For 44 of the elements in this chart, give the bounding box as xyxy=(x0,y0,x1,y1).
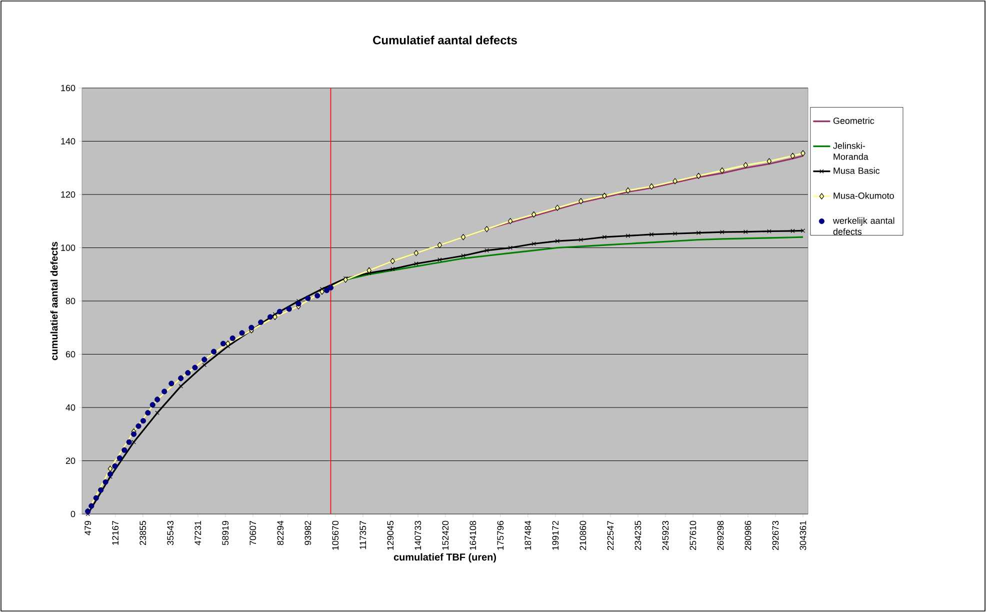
x-tick-label: 304361 xyxy=(800,520,806,550)
y-tick-label: 40 xyxy=(66,404,76,411)
legend-label: Jelinski-Moranda xyxy=(833,142,868,160)
y-tick-label: 0 xyxy=(70,510,76,518)
x-tick-label: 140733 xyxy=(414,520,422,550)
x-tick-label: 35543 xyxy=(167,520,174,546)
y-tick-label: 60 xyxy=(66,351,76,358)
x-tick-label: 269298 xyxy=(717,520,724,550)
x-tick-label: 23855 xyxy=(140,520,146,545)
x-tick-label: 164108 xyxy=(470,520,476,550)
x-tick-label: 70607 xyxy=(250,520,256,545)
x-tick-label: 93982 xyxy=(304,520,312,546)
x-tick-label: 234235 xyxy=(634,520,642,550)
legend-label: werkelijk aantal defects xyxy=(832,217,894,235)
x-tick-label: 245923 xyxy=(662,520,669,550)
x-tick-label: 257610 xyxy=(690,520,696,550)
y-tick-label: 100 xyxy=(61,244,76,251)
x-tick-label: 187484 xyxy=(524,520,532,550)
x-tick-label: 222547 xyxy=(607,520,614,550)
y-tick-label: 120 xyxy=(61,191,76,198)
y-axis-title: cumulatief aantal defects xyxy=(50,242,58,360)
y-tick-label: 160 xyxy=(61,84,76,92)
y-tick-label: 140 xyxy=(61,138,76,144)
legend-label: Musa Basic xyxy=(834,167,880,174)
x-tick-label: 82294 xyxy=(277,520,284,546)
x-tick-label: 152420 xyxy=(442,520,449,550)
x-tick-label: 12167 xyxy=(112,520,119,545)
x-tick-label: 129045 xyxy=(387,520,394,550)
x-tick-label: 210860 xyxy=(580,520,586,550)
x-tick-label: 292673 xyxy=(772,520,779,550)
x-tick-label: 280986 xyxy=(744,520,752,550)
x-tick-label: 47231 xyxy=(194,520,202,546)
y-tick-label: 80 xyxy=(66,298,76,304)
x-tick-label: 58919 xyxy=(222,520,229,546)
x-tick-label: 105670 xyxy=(332,520,339,550)
chart-title: Cumulatief aantal defects xyxy=(373,36,517,44)
x-axis-title: cumulatief TBF (uren) xyxy=(394,553,496,563)
legend-label: Musa-Okumoto xyxy=(834,192,894,199)
x-tick-label: 175796 xyxy=(497,520,504,550)
x-tick-label: 199172 xyxy=(552,520,559,550)
y-tick-label: 20 xyxy=(66,458,76,464)
x-tick-label: 479 xyxy=(84,520,92,536)
x-tick-label: 117357 xyxy=(360,520,366,550)
legend-label: Geometric xyxy=(833,117,874,124)
